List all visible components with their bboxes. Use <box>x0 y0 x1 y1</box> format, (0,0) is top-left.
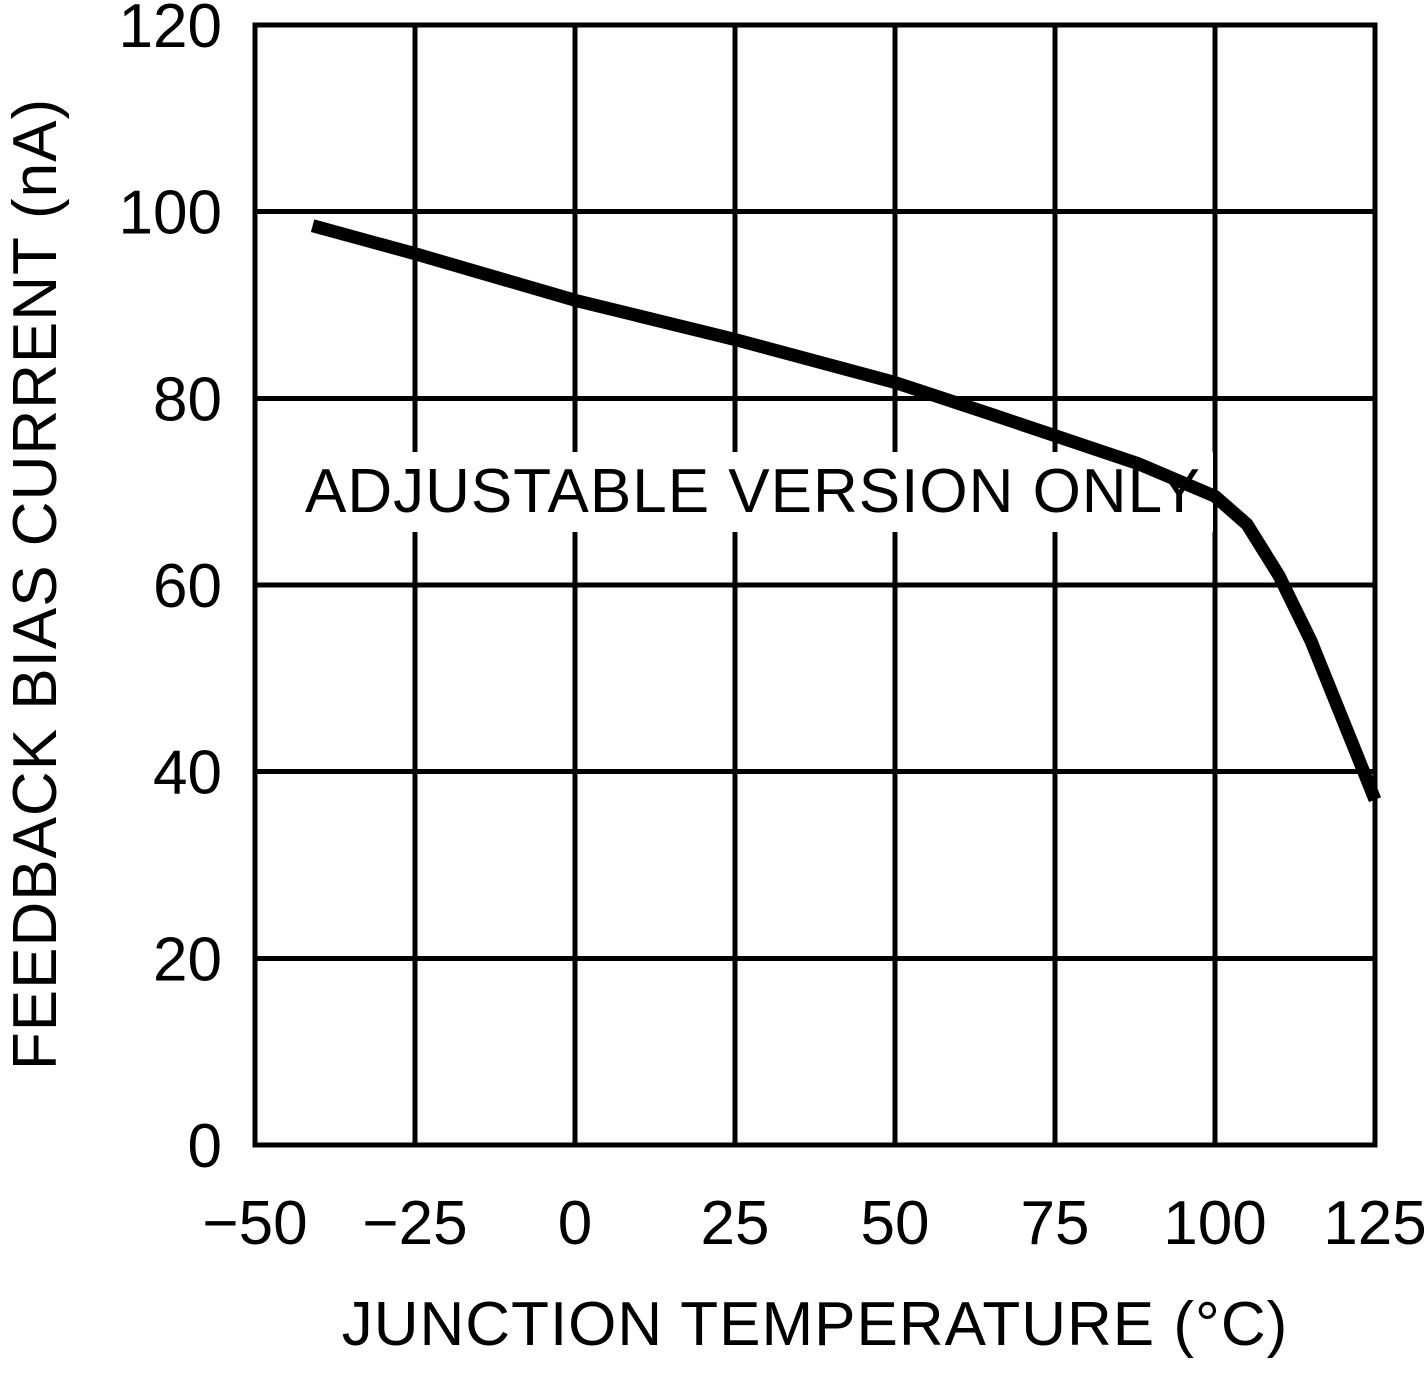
y-tick-label: 100 <box>119 179 222 248</box>
x-tick-label: −50 <box>202 1189 307 1258</box>
annotation-adjustable-version-only: ADJUSTABLE VERSION ONLY <box>293 452 1213 532</box>
x-tick-label: 125 <box>1323 1189 1424 1258</box>
y-tick-label: 40 <box>153 739 222 808</box>
y-tick-label: 120 <box>119 0 222 61</box>
x-tick-label: 50 <box>861 1189 930 1258</box>
x-tick-labels: −50 −25 0 25 50 75 100 125 <box>202 1189 1424 1258</box>
gridlines <box>252 22 1378 1148</box>
y-tick-label: 0 <box>188 1112 222 1181</box>
y-tick-label: 60 <box>153 552 222 621</box>
x-axis-title: JUNCTION TEMPERATURE (°C) <box>341 1290 1289 1359</box>
y-tick-labels: 0 20 40 60 80 100 120 <box>119 0 222 1181</box>
y-tick-label: 20 <box>153 925 222 994</box>
x-tick-label: 100 <box>1163 1189 1266 1258</box>
plot-border <box>252 22 1378 1148</box>
y-tick-label: 80 <box>153 365 222 434</box>
x-tick-label: 25 <box>701 1189 770 1258</box>
x-tick-label: −25 <box>362 1189 467 1258</box>
data-curve <box>310 219 1382 803</box>
x-tick-label: 75 <box>1021 1189 1090 1258</box>
x-tick-label: 0 <box>558 1189 592 1258</box>
y-axis-title: FEEDBACK BIAS CURRENT (nA) <box>1 97 70 1071</box>
